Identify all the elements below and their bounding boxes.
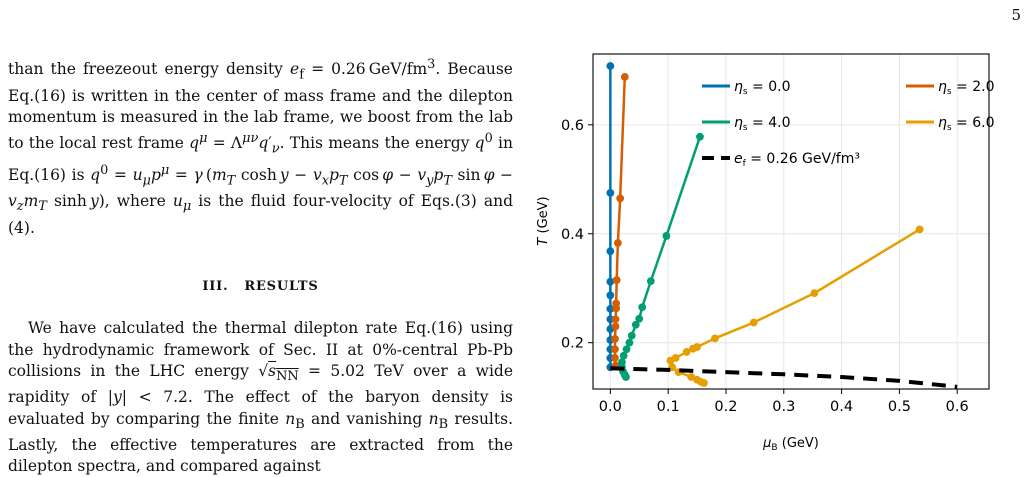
legend-label: ηs = 2.0 [938, 79, 994, 97]
data-point [625, 338, 634, 347]
series-lines [606, 62, 958, 389]
data-point [810, 289, 819, 298]
data-point [611, 345, 619, 354]
data-point [662, 232, 671, 240]
data-point [612, 304, 621, 313]
data-point [611, 322, 620, 331]
y-tick-label: 0.4 [561, 227, 584, 243]
data-point [696, 132, 704, 141]
data-point [638, 303, 647, 312]
data-point [611, 334, 619, 343]
data-point [627, 331, 636, 340]
data-point [606, 62, 615, 70]
x-tick-label: 0.6 [946, 399, 969, 415]
x-tick-label: 0.0 [599, 399, 622, 415]
data-point [611, 315, 620, 324]
page-number: 5 [1011, 6, 1021, 24]
x-axis-label: μB (GeV) [762, 436, 819, 453]
legend-label: ηs = 4.0 [734, 115, 790, 133]
y-tick-label: 0.6 [561, 118, 584, 134]
y-axis-ticks: 0.2 0.4 0.6 [561, 118, 593, 352]
data-point [711, 334, 719, 343]
legend-label: ηs = 6.0 [938, 115, 994, 133]
x-tick-label: 0.5 [888, 399, 911, 415]
data-point [611, 354, 619, 362]
x-tick-label: 0.4 [830, 399, 853, 415]
chart-legend: ηs = 0.0 ηs = 2.0 ηs = 4.0 ηs = 6.0 ef = 0.2… [702, 79, 994, 169]
series-line-freezeout [610, 366, 958, 389]
series-line-2 [620, 136, 702, 378]
data-point [622, 373, 630, 381]
paragraph-continued: than the freezeout energy density ef = 0… [8, 57, 514, 237]
data-point [606, 291, 615, 300]
paragraph-results: We have calculated the thermal dilepton … [8, 319, 513, 476]
data-point [606, 305, 615, 313]
x-tick-label: 0.3 [772, 399, 795, 415]
temperature-vs-muB-chart: 0.0 0.1 0.2 0.3 0.4 0.5 0.6 0.2 0.4 0.6 ηs = 0.0… [536, 53, 994, 453]
legend-label: ηs = 0.0 [734, 79, 790, 97]
data-point [749, 318, 758, 327]
body-text: than the freezeout energy density ef = 0… [8, 54, 513, 477]
y-tick-label: 0.2 [561, 336, 584, 352]
plot-frame [592, 53, 990, 390]
data-point [613, 239, 622, 247]
data-point [606, 247, 615, 256]
legend-label: ef = 0.26 GeV/fm³ [734, 151, 860, 169]
data-point [666, 356, 675, 365]
data-point [687, 373, 696, 381]
data-point [619, 351, 628, 360]
y-axis-label: T (GeV) [536, 196, 551, 245]
chart-grid [593, 54, 989, 389]
data-point [606, 277, 615, 286]
data-point [616, 194, 625, 203]
series-line-3 [669, 228, 921, 385]
data-point [682, 348, 691, 356]
section-heading: III. RESULTS [202, 278, 319, 294]
data-point [620, 72, 629, 81]
data-point [631, 320, 640, 329]
x-tick-label: 0.1 [657, 399, 680, 415]
data-point [635, 314, 644, 323]
data-point [612, 276, 621, 284]
data-point [622, 345, 631, 354]
x-axis-ticks: 0.0 0.1 0.2 0.3 0.4 0.5 0.6 [599, 389, 969, 415]
data-point [700, 379, 708, 387]
data-point [689, 344, 697, 353]
data-point [915, 225, 924, 234]
data-point [646, 277, 655, 286]
x-tick-label: 0.2 [714, 399, 737, 415]
data-point [606, 189, 615, 197]
